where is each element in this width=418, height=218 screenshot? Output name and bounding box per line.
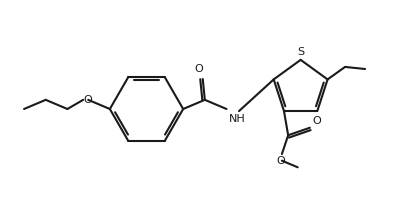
Text: O: O	[312, 116, 321, 126]
Text: S: S	[297, 46, 304, 56]
Text: NH: NH	[229, 114, 245, 124]
Text: O: O	[277, 156, 285, 166]
Text: O: O	[84, 95, 92, 105]
Text: O: O	[194, 64, 203, 74]
